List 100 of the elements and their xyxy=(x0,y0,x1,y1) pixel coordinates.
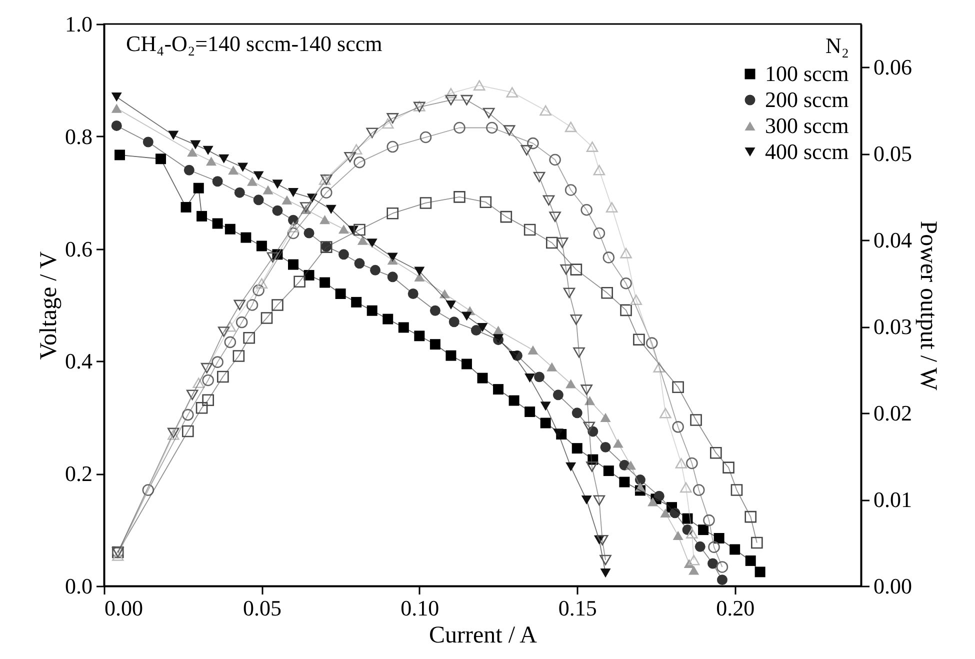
point xyxy=(566,379,576,388)
point xyxy=(654,490,664,502)
point xyxy=(549,154,561,166)
point xyxy=(387,252,398,262)
point xyxy=(493,384,504,395)
point xyxy=(600,442,611,452)
point xyxy=(224,224,236,234)
point xyxy=(260,312,273,324)
y2-tick-label: 0.00 xyxy=(874,574,912,598)
point xyxy=(287,227,300,240)
point xyxy=(672,421,684,433)
x-tick-label: 0.00 xyxy=(104,596,143,620)
point xyxy=(212,176,223,187)
point xyxy=(142,136,154,148)
point xyxy=(414,330,425,342)
point xyxy=(338,249,349,260)
point xyxy=(212,218,223,229)
point xyxy=(300,202,312,212)
point xyxy=(542,195,555,206)
point xyxy=(366,238,378,248)
point xyxy=(187,148,198,157)
y-tick-label: 0.2 xyxy=(65,461,92,486)
point xyxy=(653,362,666,372)
point xyxy=(236,316,248,328)
point xyxy=(306,194,318,203)
y2-tick-label: 0.03 xyxy=(874,314,912,340)
point xyxy=(686,457,698,470)
point xyxy=(600,412,611,422)
point xyxy=(234,187,245,198)
point xyxy=(580,384,592,395)
point xyxy=(619,476,630,488)
point xyxy=(533,172,546,182)
x-tick-label: 0.05 xyxy=(242,596,282,620)
point xyxy=(606,202,618,212)
point xyxy=(716,561,728,573)
point xyxy=(288,259,298,270)
x-tick-label: 0.10 xyxy=(400,596,440,620)
point xyxy=(633,334,645,346)
point xyxy=(420,197,432,209)
point xyxy=(386,113,398,124)
point xyxy=(586,142,598,152)
point xyxy=(660,508,671,518)
legend-label: 300 sccm xyxy=(765,113,849,138)
point xyxy=(354,156,366,168)
point xyxy=(690,414,702,426)
point xyxy=(460,94,473,106)
point xyxy=(430,339,440,350)
point xyxy=(482,108,495,118)
point xyxy=(549,212,561,222)
point xyxy=(528,345,538,354)
point xyxy=(560,264,572,275)
point xyxy=(564,184,577,196)
y2-tick-label: 0.02 xyxy=(874,400,912,426)
point xyxy=(114,150,126,160)
point xyxy=(552,390,564,400)
legend-label: 400 sccm xyxy=(765,139,849,164)
point xyxy=(540,105,552,116)
point xyxy=(524,406,536,418)
y-tick-label: 1.0 xyxy=(65,12,92,36)
point xyxy=(446,300,456,310)
y2-tick-label: 0.01 xyxy=(874,487,912,512)
point xyxy=(398,322,409,333)
point xyxy=(350,144,362,155)
point xyxy=(477,372,488,384)
point xyxy=(730,544,740,555)
y-tick-label: 0.4 xyxy=(65,348,92,374)
point xyxy=(634,482,646,492)
point xyxy=(540,402,551,411)
point xyxy=(212,356,224,368)
point xyxy=(527,137,539,150)
point xyxy=(692,484,705,496)
point xyxy=(583,422,596,432)
point xyxy=(612,438,624,448)
point xyxy=(586,461,598,472)
point xyxy=(751,536,763,549)
point xyxy=(430,305,440,316)
point xyxy=(703,514,715,526)
y2-tick-label: 0.05 xyxy=(874,141,912,166)
point xyxy=(192,378,205,388)
point xyxy=(294,276,306,288)
x-tick-label: 0.20 xyxy=(716,596,755,620)
point xyxy=(287,222,300,232)
point xyxy=(730,484,743,496)
point xyxy=(470,325,482,336)
point xyxy=(228,166,239,175)
point xyxy=(546,362,558,372)
point xyxy=(686,528,698,538)
point xyxy=(202,146,214,155)
point xyxy=(486,122,498,134)
point xyxy=(266,252,279,263)
point xyxy=(366,305,378,316)
point xyxy=(366,128,378,138)
point xyxy=(238,162,248,172)
point xyxy=(648,497,658,506)
point xyxy=(580,204,592,216)
point xyxy=(247,176,258,186)
point xyxy=(620,248,632,258)
point xyxy=(534,372,545,382)
point xyxy=(234,300,246,310)
point xyxy=(584,396,595,406)
